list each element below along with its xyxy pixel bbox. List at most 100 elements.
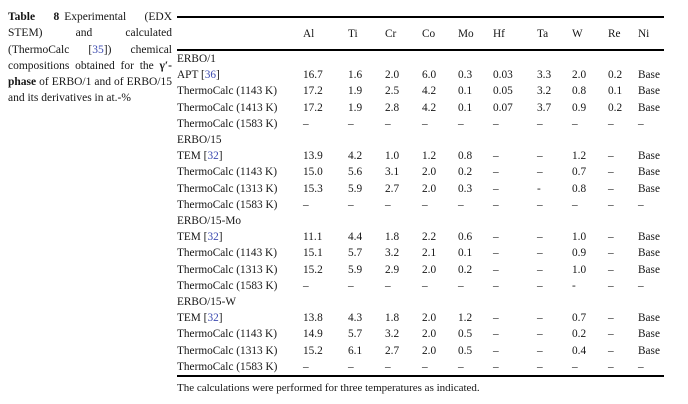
value-cell: 0.2 [608,101,623,114]
row-citation-link[interactable]: 36 [204,69,217,82]
value-cell: – [458,279,464,292]
value-cell: – [385,117,391,130]
value-cell: – [348,198,354,211]
value-cell: – [493,247,499,260]
value-cell: Base [638,328,660,341]
value-cell: – [493,231,499,244]
value-cell: – [493,360,499,373]
data-row: ThermoCalc (1583 K) – – – – – – – – – – [177,116,664,132]
data-row: ThermoCalc (1313 K) 15.2 5.9 2.9 2.0 0.2 – – 1.0… [177,262,664,278]
value-cell: – [537,344,543,357]
value-cell: – [608,198,614,211]
value-cell: Base [638,150,660,163]
value-cell: Base [638,344,660,357]
value-cell: – [303,198,309,211]
value-cell: 1.0 [385,150,400,163]
value-cell: – [385,198,391,211]
row-citation-link[interactable]: 32 [207,150,219,163]
value-cell: 4.2 [422,101,437,114]
data-row: ThermoCalc (1143 K) 15.1 5.7 3.2 2.1 0.1 – – 0.9… [177,245,664,261]
value-cell: – [608,150,614,163]
value-cell: – [608,182,614,195]
value-cell: – [385,360,391,373]
row-label: ThermoCalc (1583 K) [177,360,278,373]
value-cell: – [537,312,543,325]
value-cell: 0.03 [493,69,513,82]
value-cell: 1.8 [385,231,400,244]
value-cell: 1.0 [572,263,587,276]
value-cell: 0.2 [458,263,473,276]
column-header-re: Re [608,27,621,40]
value-cell: Base [638,231,660,244]
row-label: ThermoCalc (1583 K) [177,279,278,292]
value-cell: – [608,312,614,325]
value-cell: – [348,117,354,130]
column-header-hf: Hf [493,27,505,40]
row-label: TEM [32] [177,310,303,326]
value-cell: Base [638,247,660,260]
column-header-co: Co [422,27,436,40]
value-cell: 16.7 [303,69,323,82]
row-label-text: TEM [ [177,231,208,244]
data-row: TEM [32] 11.1 4.4 1.8 2.2 0.6– –1.0– Base [177,229,664,245]
value-cell: – [608,279,614,292]
value-cell: – [537,198,543,211]
group-header-row: ERBO/1 [177,50,664,67]
value-cell: 1.2 [458,312,473,325]
data-row: ThermoCalc (1313 K) 15.3 5.9 2.7 2.0 0.3 – - 0.8… [177,181,664,197]
row-label-text: ] [216,69,220,82]
value-cell: – [572,117,578,130]
table-body: ERBO/1 APT [36] 16.7 1.6 2.0 6.0 0.3 0.03 3.3 2.0… [177,50,664,377]
value-cell: – [348,360,354,373]
value-cell: 0.8 [572,182,587,195]
value-cell: 0.1 [458,85,473,98]
caption-citation-link[interactable]: 35 [92,43,104,56]
table-header: Al Ti Cr Co Mo Hf Ta W Re Ni [177,17,664,50]
data-row: ThermoCalc (1583 K) – – – – – – – – – – [177,197,664,213]
caption-text-2: ]) chemical compositions obtained for th… [8,43,172,72]
value-cell: 0.9 [572,101,587,114]
data-row: ThermoCalc (1143 K) 17.2 1.9 2.5 4.2 0.1 0.05 3… [177,83,664,99]
row-label-text: ] [218,312,223,325]
value-cell: 0.1 [458,247,473,260]
value-cell: 2.0 [422,263,437,276]
column-header-ti: Ti [348,27,358,40]
value-cell: – [493,198,499,211]
table-zone: Al Ti Cr Co Mo Hf Ta W Re Ni ERBO/1 APT [36] 16.7 1.… [177,16,664,395]
value-cell: 2.8 [385,101,400,114]
value-cell: – [303,360,309,373]
value-cell: 0.7 [572,312,587,325]
value-cell: 4.4 [348,231,363,244]
value-cell: 4.3 [348,312,363,325]
value-cell: 6.1 [348,344,363,357]
value-cell: 3.1 [385,166,400,179]
row-label-text: ] [218,150,223,163]
value-cell: 1.6 [348,69,363,82]
value-cell: 0.05 [493,85,513,98]
value-cell: – [422,279,428,292]
value-cell: – [458,198,464,211]
row-label: ThermoCalc (1313 K) [177,182,278,195]
value-cell: – [493,117,499,130]
value-cell: 0.2 [572,328,587,341]
value-cell: 3.2 [537,85,552,98]
value-cell: Base [638,101,660,114]
value-cell: 15.1 [303,247,323,260]
row-citation-link[interactable]: 32 [207,231,219,244]
value-cell: – [303,279,309,292]
value-cell: 6.0 [422,69,437,82]
value-cell: – [638,279,644,292]
value-cell: – [572,198,578,211]
value-cell: 0.6 [458,231,473,244]
value-cell: 2.9 [385,263,400,276]
row-label-text: APT [ [177,69,205,82]
value-cell: 13.8 [303,312,323,325]
row-citation-link[interactable]: 32 [207,312,219,325]
table-caption: Table 8 Experimental (EDX STEM) and calcu… [8,9,172,107]
value-cell: 0.9 [572,247,587,260]
header-row: Al Ti Cr Co Mo Hf Ta W Re Ni [177,17,664,50]
value-cell: 1.2 [422,150,437,163]
value-cell: – [608,360,614,373]
value-cell: – [537,328,543,341]
caption-table-number: Table 8 [8,11,60,23]
